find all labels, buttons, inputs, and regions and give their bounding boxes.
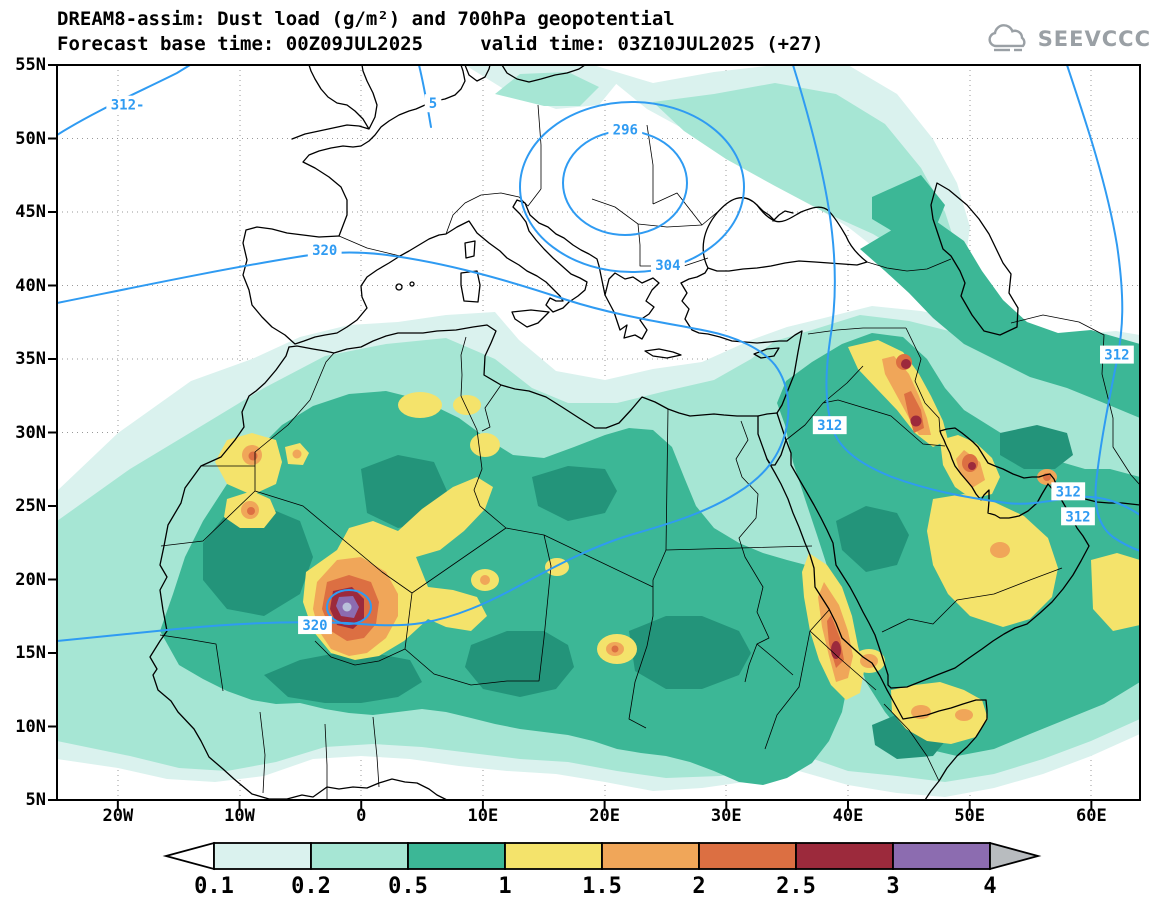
contour-label: 304 (655, 258, 680, 274)
colorbar-cell (892, 842, 991, 870)
dust-level-0p7 (203, 425, 1073, 759)
lat-label: 35N (15, 349, 46, 369)
colorbar-cell (698, 842, 797, 870)
lat-label: 55N (15, 55, 46, 75)
lat-label: 15N (15, 643, 46, 663)
lon-label: 20E (589, 806, 620, 826)
lon-label: 0 (356, 806, 367, 826)
colorbar-cell (310, 842, 409, 870)
contour-label: 312 (1065, 509, 1090, 525)
lat-label: 5N (25, 790, 46, 810)
colorbar-cell (504, 842, 603, 870)
dust-shaded-field (57, 65, 1140, 797)
colorbar-cell (795, 842, 894, 870)
map-canvas: 312- 5 296 304 320 320 312 312 312 312 (48, 64, 1141, 809)
contour-label: 312 (1104, 348, 1129, 364)
lat-label: 40N (15, 275, 46, 296)
coastlines-layer (149, 65, 1140, 800)
lon-label: 10E (467, 806, 499, 826)
lon-label: 20W (102, 806, 134, 826)
contour-label: 312- (111, 98, 145, 114)
borders-layer (159, 104, 1140, 800)
seevccc-logo: SEEVCCC (984, 24, 1151, 54)
colorbar-level-label: 0.1 (194, 874, 234, 899)
contour-label: 296 (613, 123, 638, 139)
lat-label: 50N (15, 128, 46, 149)
contour-label: 320 (312, 243, 337, 259)
colorbar-level-label: 4 (983, 874, 996, 899)
logo-text: SEEVCCC (1037, 27, 1151, 51)
colorbar-cell (407, 842, 506, 870)
colorbar: 0.1 0.2 0.5 1 1.5 2 2.5 3 4 (162, 841, 1042, 899)
geopotential-contour-labels: 312- 5 296 304 320 320 312 312 312 312 (106, 94, 1134, 635)
colorbar-cell (213, 842, 312, 870)
lat-label: 20N (15, 569, 46, 590)
contour-label: 5 (429, 96, 437, 112)
lat-label: 30N (15, 422, 46, 443)
colorbar-level-label: 1 (498, 874, 511, 899)
colorbar-arrow (162, 841, 215, 871)
chart-subtitle: Forecast base time: 00Z09JUL2025 valid t… (57, 33, 824, 55)
dust-level-4 (342, 602, 352, 612)
lat-label: 45N (15, 202, 46, 222)
lon-label: 30E (710, 806, 742, 826)
colorbar-cell (601, 842, 700, 870)
lon-label: 60E (1076, 806, 1107, 826)
cloud-logo-icon (988, 24, 1026, 52)
lon-label: 10W (224, 806, 255, 826)
colorbar-arrow (989, 841, 1042, 871)
lon-label: 50E (954, 806, 986, 826)
contour-label: 312 (817, 418, 842, 434)
colorbar-level-label: 2 (692, 874, 705, 899)
contour-label: 312 (1056, 484, 1081, 500)
colorbar-level-label: 2.5 (776, 874, 816, 899)
colorbar-level-label: 0.5 (388, 874, 428, 899)
chart-title: DREAM8-assim: Dust load (g/m²) and 700hP… (57, 8, 675, 30)
colorbar-level-label: 0.2 (291, 874, 331, 899)
lon-label: 40E (832, 806, 864, 826)
nile-river (735, 420, 794, 683)
colorbar-level-label: 3 (886, 874, 899, 899)
map-frame (48, 64, 1141, 809)
contour-label: 320 (302, 618, 327, 634)
lat-label: 25N (15, 496, 46, 516)
lat-label: 10N (15, 716, 46, 737)
colorbar-level-label: 1.5 (582, 874, 622, 899)
